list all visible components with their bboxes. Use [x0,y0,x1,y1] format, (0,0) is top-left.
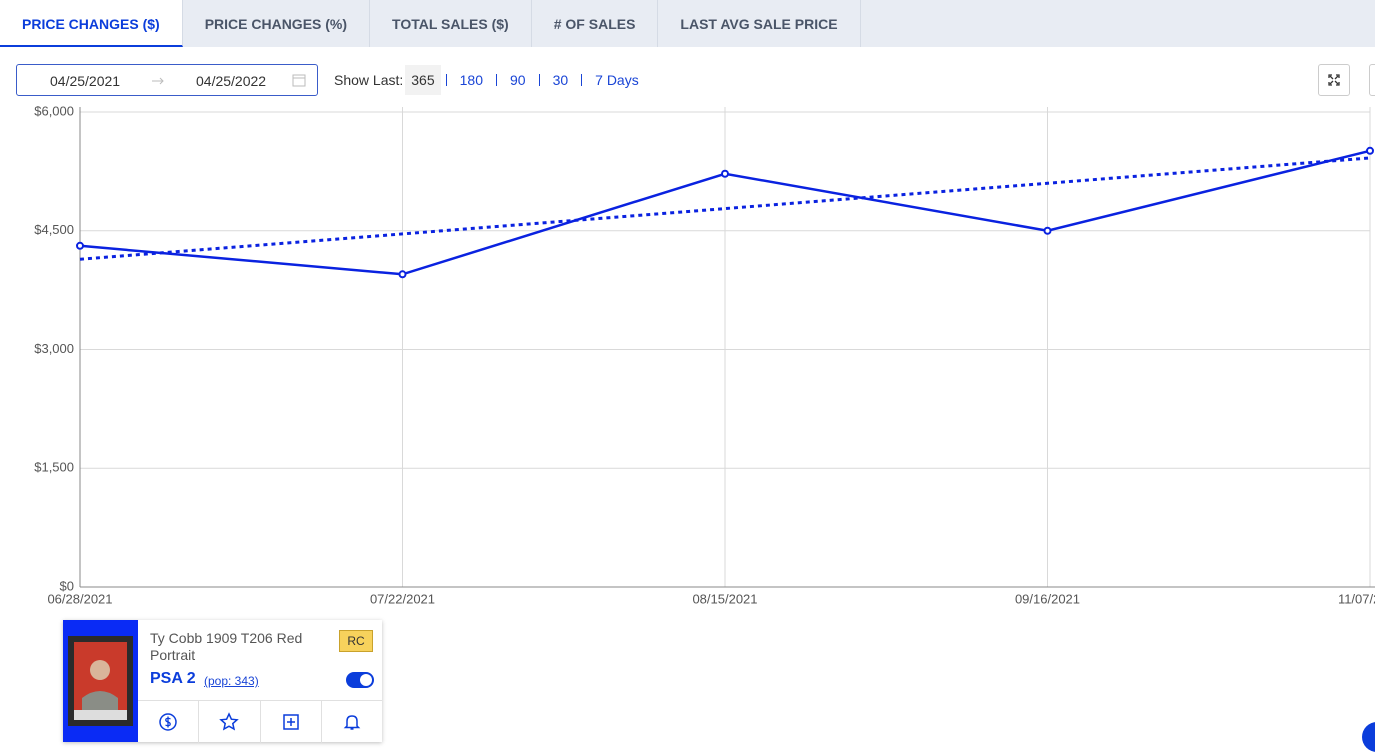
show-last: Show Last: 365 180 90 30 7 Days [334,64,647,96]
card-photo [68,636,133,726]
plus-icon [282,714,299,730]
bell-icon [343,715,361,730]
card-strip [63,620,138,742]
separator [538,74,540,86]
alert-button[interactable] [322,701,382,743]
price-button[interactable] [138,701,200,743]
y-tick-label: $4,500 [34,222,74,237]
end-date[interactable]: 04/25/2022 [196,73,267,89]
point [1043,226,1052,235]
separator [581,74,583,86]
tab[interactable]: # OF SALES [532,0,659,47]
card: Ty Cobb 1909 T206 Red Portrait RC PSA 2 … [63,620,382,743]
point [721,169,729,178]
range-option[interactable]: 180 [459,72,483,88]
y-tick-label: $1,500 [34,460,74,475]
range-option[interactable]: 30 [552,72,569,88]
point [1366,146,1374,155]
calendar-icon [292,74,306,87]
grade: PSA 2 [150,670,196,687]
arrow-icon [152,77,164,85]
x-tick-label: 07/22/2021 [370,591,435,606]
point [398,270,407,279]
card-title: Ty Cobb 1909 T206 Red Portrait [150,630,303,663]
y-tick-label: $6,000 [34,103,74,118]
start-date[interactable]: 04/25/2021 [50,73,121,89]
y-tick-label: $0 [60,578,74,593]
favorite-button[interactable] [199,701,261,743]
tab[interactable]: LAST AVG SALE PRICE [658,0,861,47]
range-option[interactable]: 365 [405,65,441,95]
rookie-badge: RC [339,630,373,652]
range-option[interactable]: 7 Days [595,72,639,88]
show-last-label: Show Last: [334,72,404,88]
dollar-icon [159,713,177,731]
y-tick-label: $3,000 [34,341,74,356]
fullscreen-button[interactable] [1318,64,1350,96]
chart: $0 $1,500 $3,000 $4,500 $6,000 06/28/2021 07/2… [34,103,1375,606]
tab-bar: PRICE CHANGES ($) PRICE CHANGES (%) TOTAL … [0,0,1375,47]
x-tick-label: 09/16/2021 [1015,591,1080,606]
toggle-knob [360,674,372,686]
fullscreen-icon [1328,74,1340,86]
separator [445,74,447,86]
card-image [74,642,127,720]
x-tick-label: 08/15/2021 [692,591,757,606]
card-actions [138,700,382,743]
range-option[interactable]: 90 [509,72,526,88]
help-button[interactable] [1362,722,1375,752]
tab[interactable]: TOTAL SALES ($) [370,0,532,47]
x-tick-label: 11/07/2021 [1338,591,1375,606]
population-link[interactable]: (pop: 343) [204,674,259,688]
add-button[interactable] [261,701,322,743]
tab[interactable]: PRICE CHANGES (%) [183,0,371,47]
date-range-picker[interactable]: 04/25/2021 04/25/2022 [16,64,318,96]
star-icon [219,712,240,731]
tab[interactable]: PRICE CHANGES ($) [0,0,183,47]
toggle[interactable] [346,672,374,688]
separator [495,74,497,86]
toolbar-button[interactable] [1369,64,1375,96]
point [76,241,84,250]
x-tick-label: 06/28/2021 [47,591,112,606]
